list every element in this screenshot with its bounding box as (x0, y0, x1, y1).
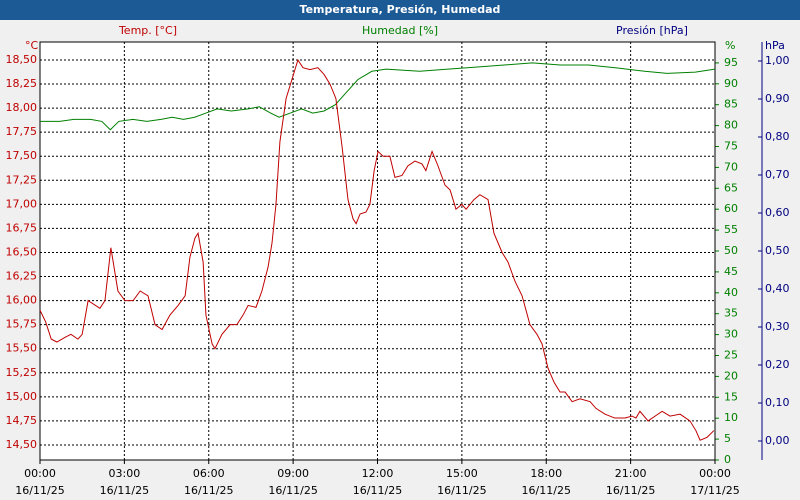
y2-tick-label: 55 (724, 223, 738, 236)
y2-tick-label: 70 (724, 160, 738, 173)
y3-tick-label: 0,40 (765, 282, 790, 295)
y-tick-label: 15,00 (6, 390, 38, 403)
y2-tick-label: 95 (724, 56, 738, 69)
x-tick-label: 21:00 (615, 467, 647, 480)
y-tick-label: 18,25 (6, 77, 38, 90)
y2-tick-label: 80 (724, 119, 738, 132)
x-tick-date: 16/11/25 (15, 484, 64, 497)
title-bar (0, 0, 800, 20)
x-tick-date: 16/11/25 (522, 484, 571, 497)
y-tick-label: 16,25 (6, 270, 38, 283)
x-tick-label: 18:00 (530, 467, 562, 480)
y-tick-label: 15,25 (6, 366, 38, 379)
y2-tick-label: 10 (724, 411, 738, 424)
y-tick-label: 17,75 (6, 125, 38, 138)
x-tick-date: 16/11/25 (268, 484, 317, 497)
x-tick-label: 06:00 (193, 467, 225, 480)
y3-unit: hPa (765, 39, 785, 52)
y3-tick-label: 0,60 (765, 206, 790, 219)
y2-tick-label: 90 (724, 77, 738, 90)
y-tick-label: 16,50 (6, 245, 38, 258)
y-tick-label: 16,00 (6, 294, 38, 307)
y3-tick-label: 1,00 (765, 54, 790, 67)
x-tick-date: 16/11/25 (606, 484, 655, 497)
series-header: Presión [hPa] (616, 24, 688, 37)
y-unit: °C (25, 39, 39, 52)
y2-tick-label: 25 (724, 349, 738, 362)
y2-tick-label: 60 (724, 202, 738, 215)
y-tick-label: 17,50 (6, 149, 38, 162)
y-tick-label: 15,50 (6, 342, 38, 355)
y2-tick-label: 30 (724, 328, 738, 341)
x-tick-date: 16/11/25 (353, 484, 402, 497)
x-tick-date: 16/11/25 (437, 484, 486, 497)
y2-tick-label: 50 (724, 244, 738, 257)
y2-unit: % (725, 39, 735, 52)
y3-tick-label: 0,70 (765, 168, 790, 181)
series-header: Humedad [%] (362, 24, 438, 37)
y3-tick-label: 0,20 (765, 358, 790, 371)
series-line (39, 58, 715, 441)
y2-tick-label: 45 (724, 265, 738, 278)
y-tick-label: 18,00 (6, 101, 38, 114)
y-tick-label: 15,75 (6, 318, 38, 331)
x-tick-label: 03:00 (109, 467, 141, 480)
y3-tick-label: 0,10 (765, 396, 790, 409)
y-tick-label: 18,50 (6, 53, 38, 66)
y2-tick-label: 35 (724, 307, 738, 320)
y3-tick-label: 0,00 (765, 434, 790, 447)
y2-tick-label: 75 (724, 140, 738, 153)
y-tick-label: 14,50 (6, 438, 38, 451)
series-header: Temp. [°C] (118, 24, 177, 37)
x-tick-label: 00:00 (24, 467, 56, 480)
y3-tick-label: 0,30 (765, 320, 790, 333)
chart-title: Temperatura, Presión, Humedad (300, 3, 501, 16)
x-tick-label: 15:00 (446, 467, 478, 480)
y2-tick-label: 5 (724, 432, 731, 445)
y2-tick-label: 20 (724, 369, 738, 382)
y3-tick-label: 0,80 (765, 130, 790, 143)
x-tick-date: 16/11/25 (184, 484, 233, 497)
x-tick-label: 00:00 (699, 467, 731, 480)
y-tick-label: 17,00 (6, 197, 38, 210)
y2-tick-label: 40 (724, 286, 738, 299)
y-tick-label: 16,75 (6, 221, 38, 234)
x-tick-date: 16/11/25 (100, 484, 149, 497)
y3-tick-label: 0,50 (765, 244, 790, 257)
plot-border (39, 41, 716, 461)
x-tick-label: 12:00 (362, 467, 394, 480)
y-tick-label: 17,25 (6, 173, 38, 186)
y3-tick-label: 0,90 (765, 92, 790, 105)
y2-tick-label: 65 (724, 181, 738, 194)
y2-tick-label: 0 (724, 453, 731, 466)
y2-tick-label: 85 (724, 98, 738, 111)
series-line (40, 62, 716, 131)
x-tick-label: 09:00 (277, 467, 309, 480)
x-tick-date: 17/11/25 (690, 484, 739, 497)
y2-tick-label: 15 (724, 390, 738, 403)
y-tick-label: 14,75 (6, 414, 38, 427)
